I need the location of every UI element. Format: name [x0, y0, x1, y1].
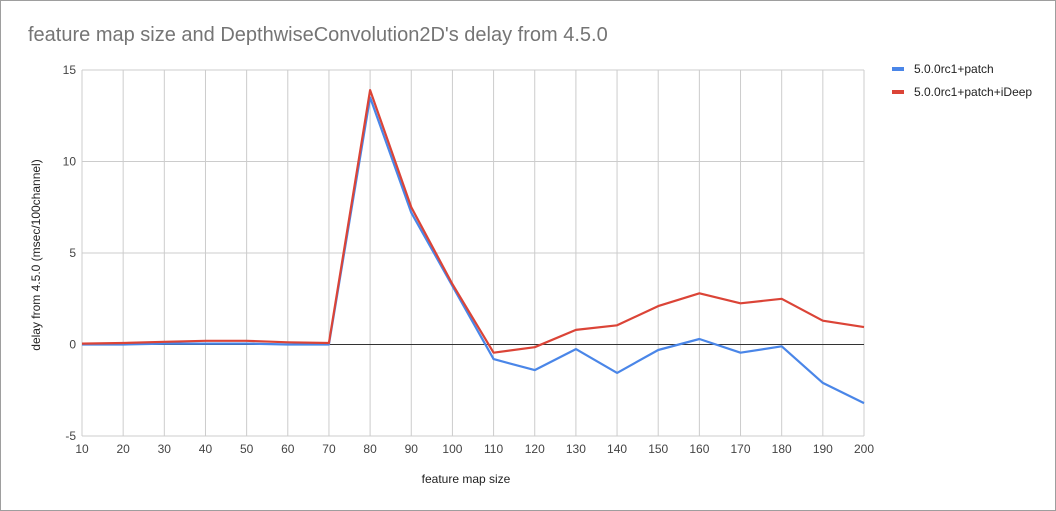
x-tick-label: 80 [363, 442, 377, 456]
x-tick-label: 180 [772, 442, 792, 456]
x-tick-label: 20 [116, 442, 130, 456]
x-tick-label: 130 [566, 442, 586, 456]
x-tick-label: 170 [731, 442, 751, 456]
legend-label: 5.0.0rc1+patch [914, 62, 994, 76]
x-tick-label: 30 [158, 442, 172, 456]
x-tick-label: 120 [525, 442, 545, 456]
x-tick-label: 200 [854, 442, 874, 456]
x-tick-label: 90 [405, 442, 419, 456]
x-axis-title: feature map size [422, 472, 511, 486]
y-tick-label: 0 [69, 338, 76, 352]
series-line-1 [82, 96, 865, 405]
chart-title: feature map size and DepthwiseConvolutio… [28, 24, 608, 46]
y-tick-label: 5 [69, 246, 76, 260]
x-tick-label: 110 [484, 442, 503, 456]
x-tick-label: 10 [75, 442, 89, 456]
y-axis-title: delay from 4.5.0 (msec/100channel) [29, 159, 43, 350]
x-tick-label: 190 [813, 442, 833, 456]
y-tick-label: -5 [65, 429, 76, 443]
x-tick-label: 140 [607, 442, 627, 456]
series-line-2 [81, 88, 865, 354]
y-tick-label: 15 [63, 63, 77, 77]
x-tick-label: 50 [240, 442, 254, 456]
x-tick-label: 40 [199, 442, 213, 456]
x-tick-label: 150 [648, 442, 668, 456]
legend-label: 5.0.0rc1+patch+iDeep [914, 85, 1032, 99]
y-tick-label: 10 [63, 155, 77, 169]
x-tick-label: 60 [281, 442, 295, 456]
x-tick-label: 160 [689, 442, 709, 456]
x-tick-label: 100 [442, 442, 462, 456]
x-tick-label: 70 [322, 442, 336, 456]
